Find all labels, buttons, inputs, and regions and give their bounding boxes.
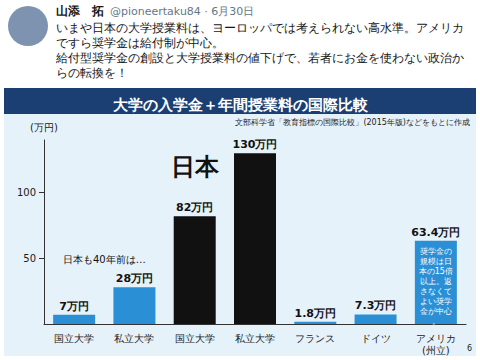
svg-text:50: 50 [23,253,36,264]
svg-text:。: 。 [432,317,440,326]
svg-text:さなくて: さなくて [420,287,452,296]
svg-text:28万円: 28万円 [116,272,153,285]
html-text:@pioneertaku84 · 6月30日: @pioneertaku84 · 6月30日 [110,5,255,18]
svg-text:7.3万円: 7.3万円 [355,299,397,312]
svg-text:アメリカ: アメリカ [416,333,456,344]
html-text:山添 拓: 山添 拓 [56,4,104,18]
svg-text:日本も40年前は…: 日本も40年前は… [63,254,146,265]
html-text:給付型奨学金の創設と大学授業料の値下げで、若者にお金を使わな: 給付型奨学金の創設と大学授業料の値下げで、若者にお金を使わない政治からの転換を！ [56,51,464,80]
svg-text:以上。返: 以上。返 [420,277,452,286]
svg-text:金が中心: 金が中心 [420,307,452,316]
svg-text:よい奨学: よい奨学 [420,297,452,306]
svg-text:国立大学: 国立大学 [54,333,94,344]
svg-text:文部科学省「教育指標の国際比較」(2015年版)などをもとに: 文部科学省「教育指標の国際比較」(2015年版)などをもとに作成 [235,118,470,127]
svg-text:(万円): (万円) [30,122,58,133]
svg-text:1.8万円: 1.8万円 [295,307,337,320]
svg-text:フランス: フランス [295,333,335,344]
svg-text:国立大学: 国立大学 [175,333,215,344]
svg-text:ドイツ: ドイツ [361,333,391,344]
svg-text:130万円: 130万円 [233,138,278,151]
html-text:いまや日本の大学授業料は、ヨーロッパでは考えられない高水準。: いまや日本の大学授業料は、ヨーロッパでは考えられない高水準。アメリカですら奨学金… [56,21,464,50]
svg-text:(州立): (州立) [422,345,450,356]
svg-text:大学の入学金＋年間授業料の国際比較: 大学の入学金＋年間授業料の国際比較 [113,96,369,114]
svg-text:100: 100 [17,187,36,198]
svg-text:私立大学: 私立大学 [235,333,275,344]
svg-text:本の15倍: 本の15倍 [419,267,453,276]
svg-text:7万円: 7万円 [59,300,89,313]
svg-text:82万円: 82万円 [176,201,213,214]
svg-text:規模は日: 規模は日 [420,257,452,266]
svg-text:日本: 日本 [171,153,220,181]
svg-text:6: 6 [467,344,472,353]
svg-text:私立大学: 私立大学 [114,333,154,344]
svg-text:63.4万円: 63.4万円 [411,226,460,239]
svg-text:奨学金の: 奨学金の [420,247,452,256]
